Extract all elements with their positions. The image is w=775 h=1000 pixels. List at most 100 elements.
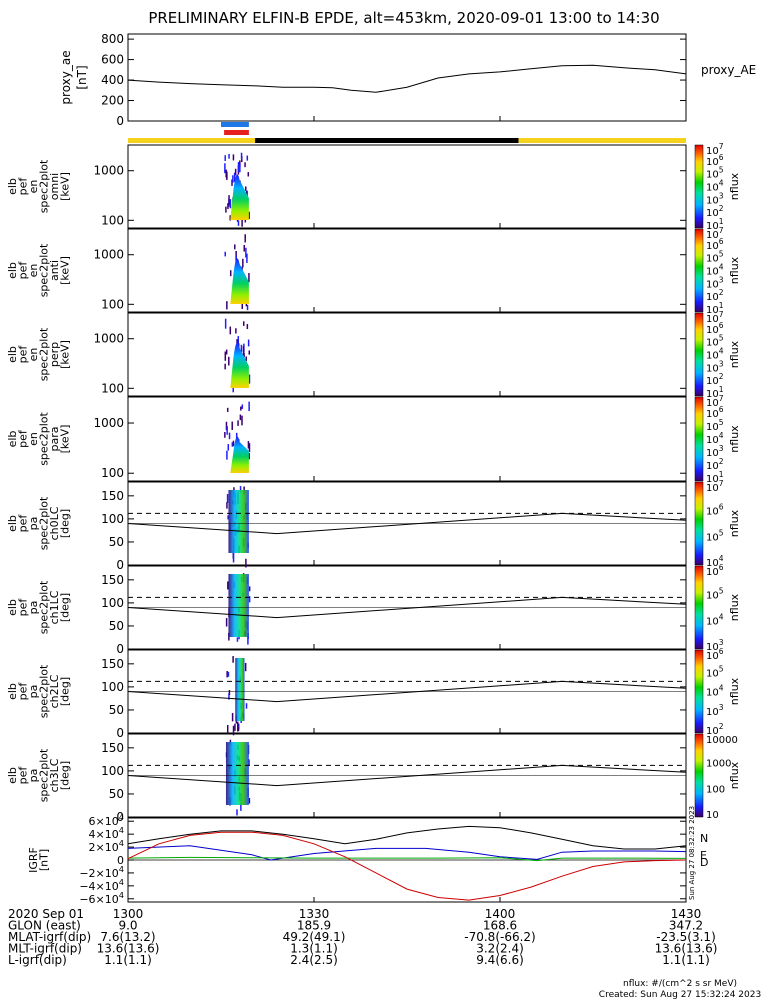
speckle [249, 374, 251, 383]
legend-proxy-ae: proxy_AE [701, 63, 756, 77]
speckle [245, 186, 247, 190]
colorbar-para [695, 397, 703, 481]
spectrogram-ch2LC [226, 656, 247, 735]
speckle [229, 690, 231, 695]
colorbar-label-para: nflux [728, 425, 741, 453]
speckle [233, 553, 235, 562]
speckle [232, 656, 234, 663]
speckle [227, 408, 229, 412]
speckle [225, 319, 227, 329]
speckle [226, 671, 228, 677]
speckle [224, 163, 226, 173]
ytick-label-ch0LC-3: 0 [116, 558, 124, 572]
colorbar-tick-ch2LC-3: 103 [706, 703, 724, 718]
speckle [234, 244, 236, 249]
status-bars [128, 122, 686, 143]
spectrogram-omni [224, 153, 250, 227]
speckle [240, 407, 242, 411]
creation-stamp-vertical: Sun Aug 27 08:32:23 2023 [688, 806, 696, 900]
colorbar-label-omni: nflux [728, 172, 741, 200]
panel-frame-omni [128, 145, 686, 228]
spectrogram-ch0LC [226, 486, 249, 567]
status-bar-yellow-end [519, 138, 686, 143]
speckle [233, 726, 235, 736]
ytick-label-perp-0: 1000 [93, 332, 124, 346]
colorbars: 107106105104103102101nflux10710610510410… [695, 142, 741, 821]
colorbar-ch1LC [695, 566, 703, 649]
speckle [231, 422, 233, 430]
speckle [233, 154, 235, 160]
orbit-cell-4-2: 9.4(6.6) [476, 953, 524, 967]
ytick-label-anti-0: 1000 [93, 248, 124, 262]
speckle [225, 170, 227, 178]
colorbar-label-ch1LC: nflux [728, 593, 741, 621]
speckle [226, 451, 228, 460]
speckle [230, 270, 232, 276]
spectrogram-blob-ch2LC [235, 658, 244, 721]
colorbar-tick-ch2LC-2: 104 [706, 684, 724, 699]
speckle [249, 586, 251, 591]
speckle [227, 581, 229, 589]
ytick-label-perp-1: 100 [101, 381, 124, 395]
speckle [241, 153, 243, 159]
colorbar-label-anti: nflux [728, 256, 741, 284]
speckle [243, 321, 245, 326]
ytick-label-para-0: 1000 [93, 416, 124, 430]
spectrogram-anti [224, 234, 249, 310]
speckle [246, 254, 248, 263]
ytick-label-ch1LC-1: 100 [101, 596, 124, 610]
speckle [226, 426, 228, 435]
ytick-label-ch2LC-2: 50 [109, 703, 124, 717]
speckle [234, 724, 236, 731]
science-zone-bar-red [224, 130, 249, 135]
colorbar-omni [695, 145, 703, 228]
speckle [237, 637, 239, 641]
speckle [239, 164, 241, 172]
legend-bgsm-N: N [700, 832, 708, 845]
panel-frames [128, 34, 686, 902]
speckle [232, 713, 234, 721]
colorbar-tick-ch3LC-3: 10 [706, 810, 719, 821]
colorbar-tick-ch2LC-1: 105 [706, 664, 724, 679]
speckle [226, 301, 228, 309]
ylabel-ch0LC-5: [deg] [58, 509, 71, 538]
ytick-label-anti-1: 100 [101, 297, 124, 311]
speckle [242, 259, 244, 268]
science-zone-bar-blue [221, 122, 249, 127]
colorbar-ch3LC [695, 734, 703, 817]
speckle [224, 252, 226, 257]
ytick-label-bgsm-4: −2×104 [79, 864, 124, 880]
ytick-label-proxy_ae-4: 0 [116, 114, 124, 128]
ytick-label-proxy_ae-0: 800 [101, 32, 124, 46]
colorbar-label-ch0LC: nflux [728, 509, 741, 537]
ytick-label-ch3LC-1: 100 [101, 764, 124, 778]
speckle [225, 352, 227, 361]
speckle [235, 169, 237, 175]
status-bar-yellow-start [128, 138, 255, 143]
speckle [228, 195, 230, 204]
spectrogram-ch3LC [226, 740, 250, 816]
ylabel-proxy_ae-0: proxy_ae [59, 50, 73, 104]
ytick-label-proxy_ae-3: 200 [101, 94, 124, 108]
speckle [244, 162, 246, 167]
speckle [238, 220, 240, 226]
axis-labels: proxy_ae [nT]8006004002000elbpefenspec2pl… [6, 32, 757, 906]
colorbar-tick-ch3LC-0: 10000 [706, 735, 738, 746]
speckle [247, 324, 249, 329]
colorbar-label-perp: nflux [728, 340, 741, 368]
speckle [246, 703, 248, 708]
ytick-label-ch0LC-1: 100 [101, 512, 124, 526]
ytick-label-ch0LC-0: 150 [101, 489, 124, 503]
speckle [238, 727, 240, 731]
speckle [242, 404, 244, 408]
ytick-label-proxy_ae-1: 600 [101, 53, 124, 67]
colorbar-tick-ch0LC-1: 106 [706, 503, 724, 518]
nflux-units: nflux: #/(cm^2 s sr MeV) [623, 979, 737, 989]
speckle [227, 494, 229, 503]
ylabel-bgsm-1: [nT] [37, 849, 50, 871]
speckle [235, 328, 237, 333]
ytick-label-ch2LC-3: 0 [116, 726, 124, 740]
ytick-label-bgsm-6: −6×104 [79, 890, 124, 906]
colorbar-tick-ch0LC-2: 105 [706, 528, 724, 543]
